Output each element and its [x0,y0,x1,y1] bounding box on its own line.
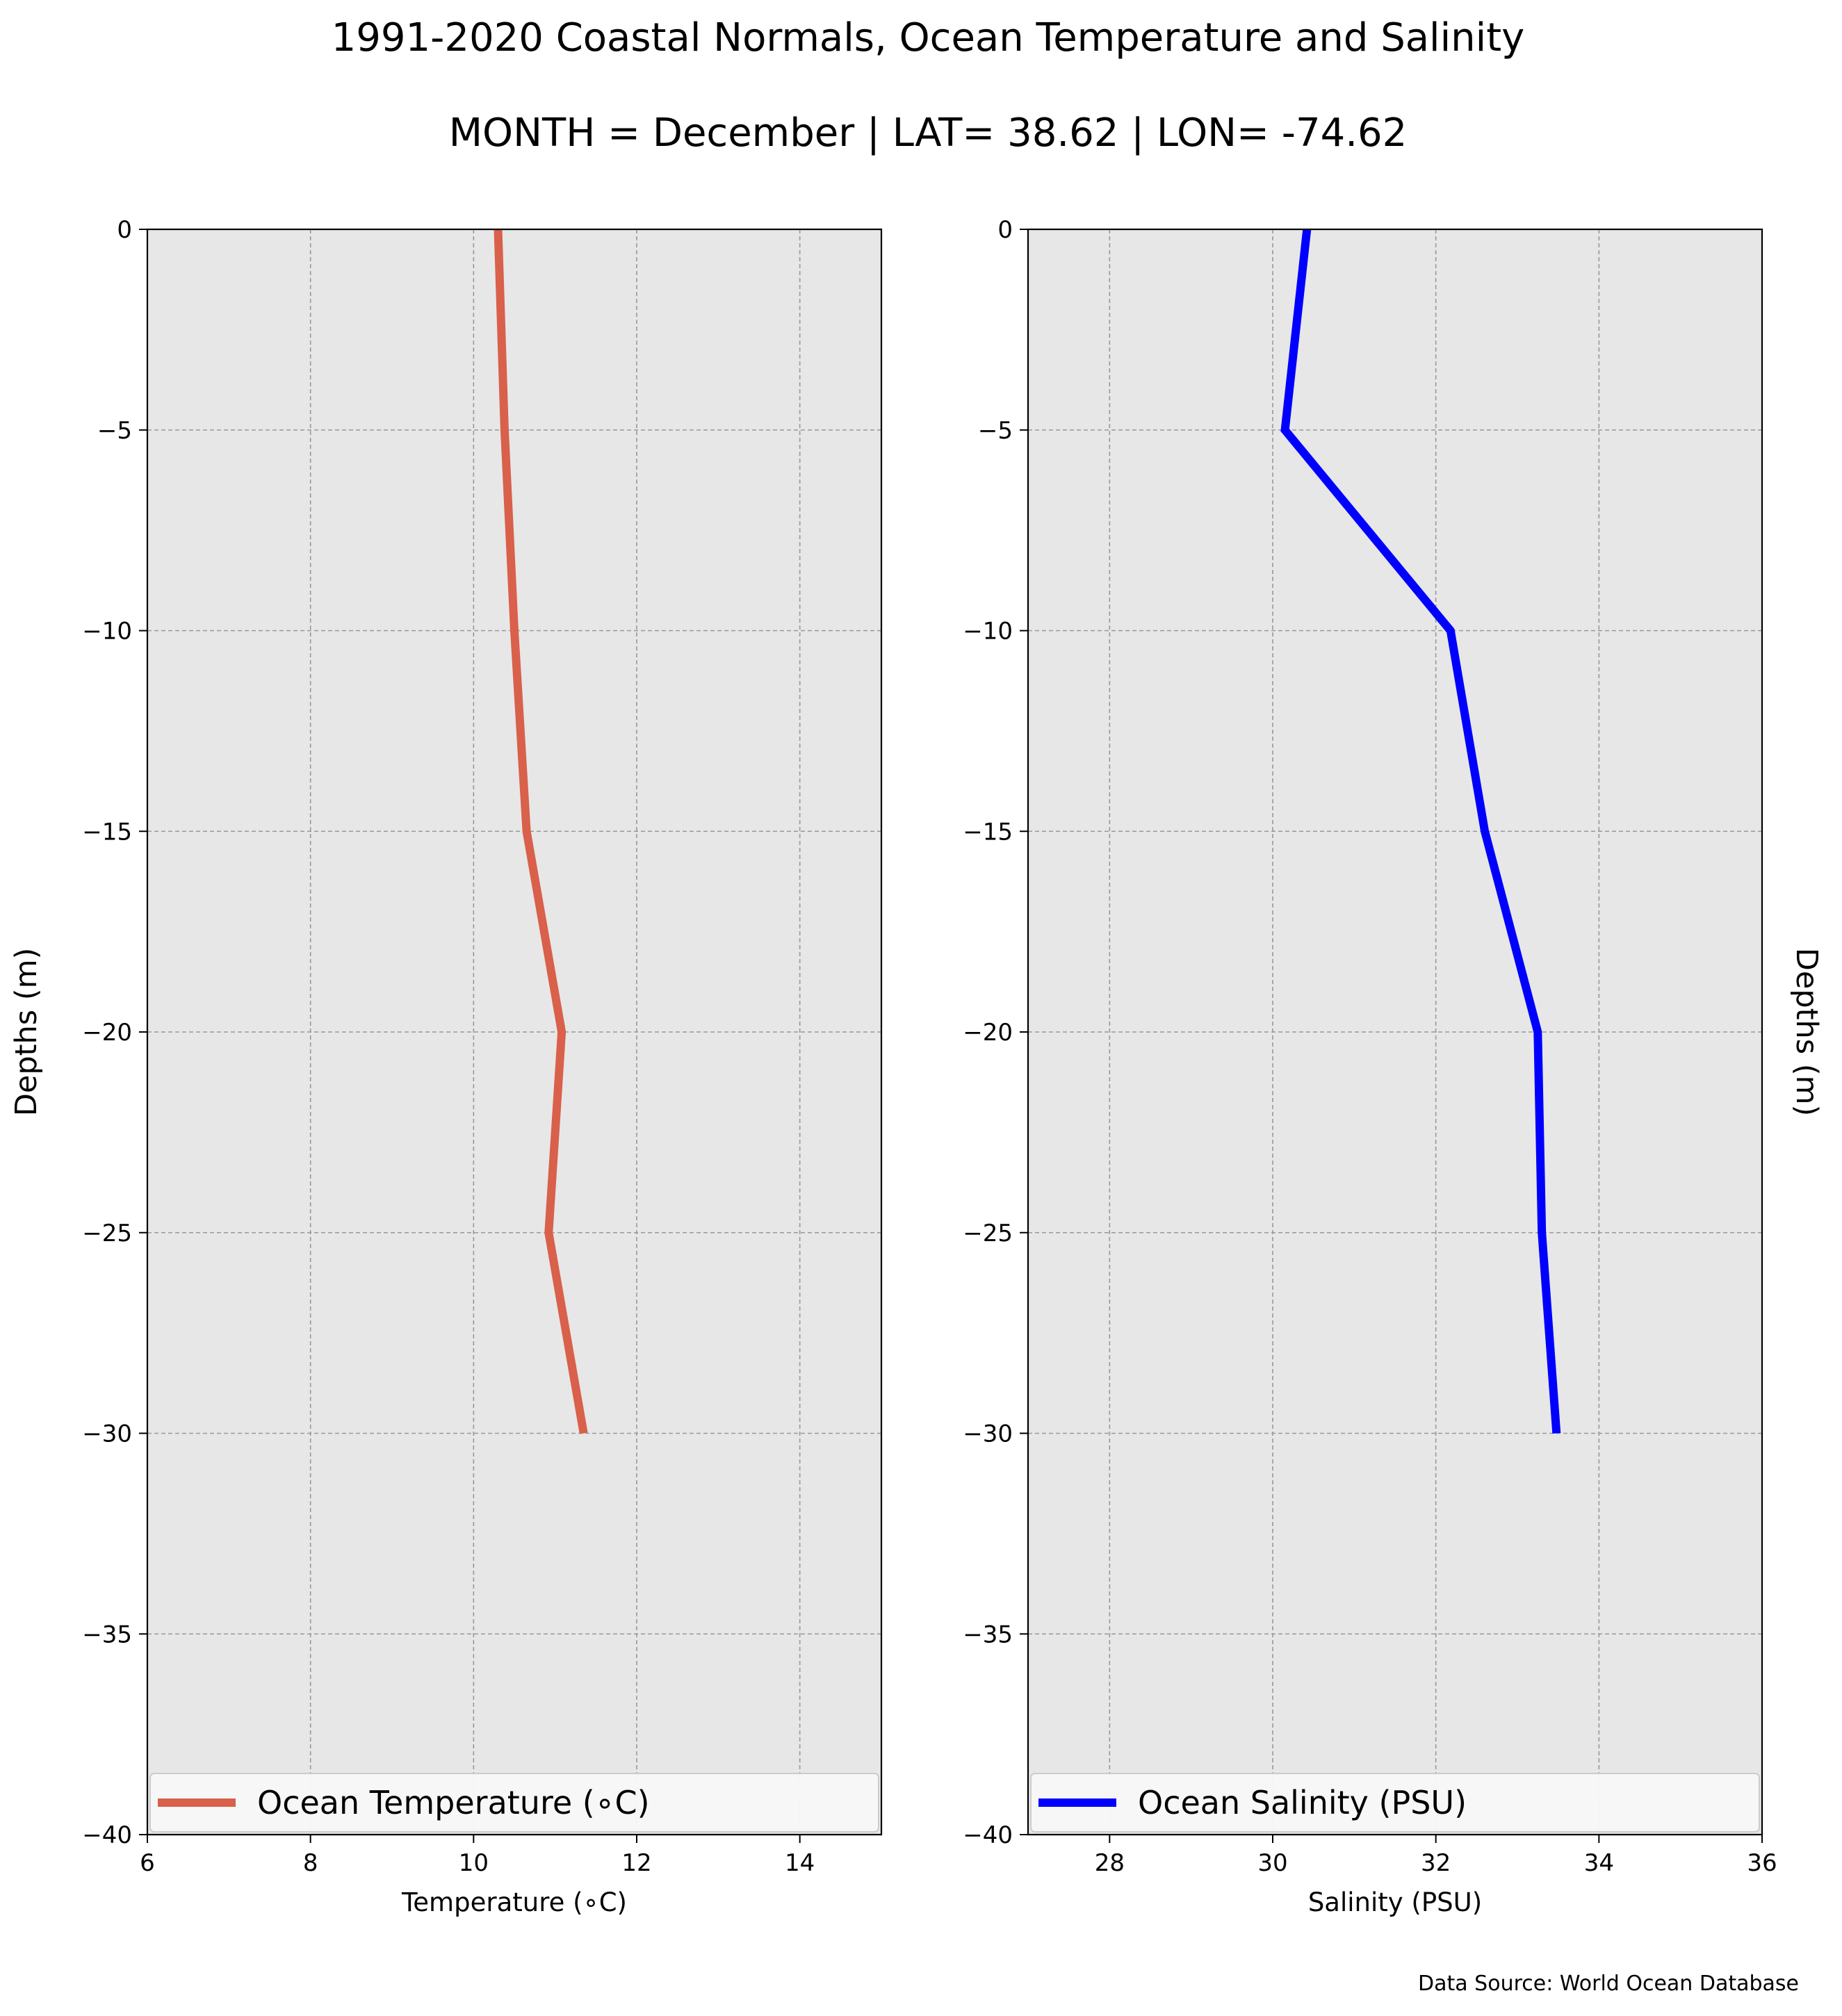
temperature-y-tick-label: −40 [82,1821,132,1849]
temperature-legend: Ocean Temperature (∘C) [149,1773,879,1833]
salinity-legend-label: Ocean Salinity (PSU) [1138,1784,1467,1821]
temperature-y-tick-label: −30 [82,1420,132,1448]
salinity-y-tick-label: −15 [963,818,1013,846]
temperature-y-tick-label: −5 [97,417,132,445]
data-source-note: Data Source: World Ocean Database [1418,1972,1799,1996]
temperature-legend-label: Ocean Temperature (∘C) [257,1784,650,1821]
temperature-x-tick-label: 10 [459,1849,489,1877]
salinity-legend: Ocean Salinity (PSU) [1030,1773,1760,1833]
salinity-y-tick-label: −25 [963,1220,1013,1247]
salinity-y-tick-label: 0 [997,216,1013,244]
salinity-y-tick-label: −40 [963,1821,1013,1849]
temperature-plot-area [147,229,881,1835]
salinity-y-tick-label: −35 [963,1621,1013,1648]
salinity-series-line [1280,229,1561,1434]
temperature-legend-box [149,1773,879,1833]
temperature-x-tick-label: 8 [303,1849,318,1877]
salinity-y-tick-label: −10 [963,618,1013,646]
temperature-x-tick-label: 6 [140,1849,155,1877]
salinity-panel: Ocean Salinity (PSU) 28 30 32 34 36 0 −5 −10 −15 −… [963,216,1824,1917]
salinity-plot-area [1028,229,1762,1835]
salinity-y-tick-label: −20 [963,1019,1013,1047]
salinity-x-axis-label: Salinity (PSU) [1308,1887,1482,1917]
salinity-x-tick-label: 32 [1421,1849,1451,1877]
salinity-y-tick-label: −30 [963,1420,1013,1448]
salinity-y-axis-label: Depths (m) [1789,948,1824,1116]
temperature-y-tick-label: −25 [82,1220,132,1247]
chart-title: 1991-2020 Coastal Normals, Ocean Tempera… [332,15,1525,60]
salinity-x-tick-label: 34 [1584,1849,1614,1877]
temperature-y-tick-label: −15 [82,818,132,846]
temperature-y-tick-label: −10 [82,618,132,646]
salinity-x-tick-label: 28 [1095,1849,1125,1877]
temperature-panel: Ocean Temperature (∘C) 6 8 10 12 14 0 −5 −10 −15 −… [9,216,883,1917]
temperature-series-line [494,229,588,1434]
temperature-x-tick-label: 14 [785,1849,815,1877]
salinity-x-tick-label: 30 [1257,1849,1287,1877]
salinity-y-tick-label: −5 [978,417,1013,445]
temperature-x-axis-label: Temperature (∘C) [401,1887,627,1917]
temperature-y-tick-label: 0 [117,216,132,244]
temperature-y-tick-label: −20 [82,1019,132,1047]
temperature-y-axis-label: Depths (m) [9,948,44,1116]
salinity-legend-box [1030,1773,1760,1833]
temperature-y-tick-label: −35 [82,1621,132,1648]
salinity-x-tick-label: 36 [1747,1849,1777,1877]
chart-subtitle: MONTH = December | LAT= 38.62 | LON= -74… [449,110,1408,156]
temperature-x-tick-label: 12 [621,1849,651,1877]
